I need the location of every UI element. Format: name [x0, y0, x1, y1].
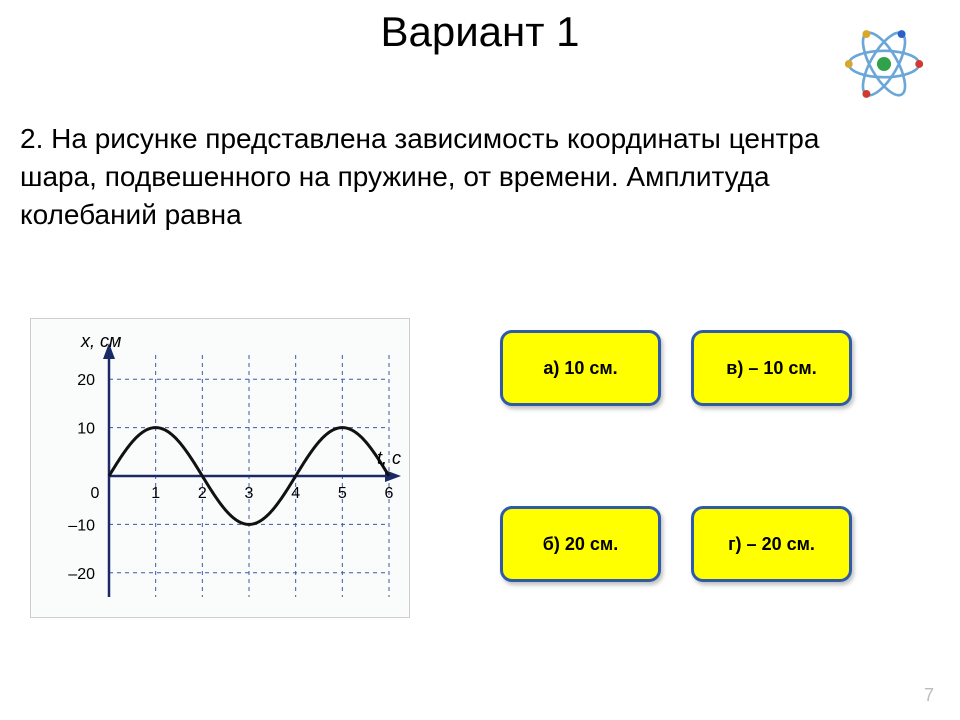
answer-grid: а) 10 см. в) – 10 см. б) 20 см. г) – 20 … — [500, 330, 900, 682]
page-title: Вариант 1 — [0, 8, 960, 56]
svg-text:2: 2 — [198, 485, 207, 502]
answer-option-v[interactable]: в) – 10 см. — [691, 330, 852, 406]
svg-text:4: 4 — [291, 485, 300, 502]
svg-text:1: 1 — [151, 485, 160, 502]
svg-text:–10: –10 — [68, 517, 95, 534]
svg-text:x, см: x, см — [80, 331, 121, 351]
svg-text:0: 0 — [91, 485, 100, 502]
answer-option-b[interactable]: б) 20 см. — [500, 506, 661, 582]
svg-text:10: 10 — [77, 421, 95, 438]
page-number: 7 — [924, 685, 934, 706]
svg-text:20: 20 — [77, 372, 95, 389]
oscillation-chart: 1 2 3 4 5 6 –20 –10 10 20 0 x, см t, с — [30, 318, 410, 618]
svg-text:–20: –20 — [68, 566, 95, 583]
svg-text:5: 5 — [338, 485, 347, 502]
answer-option-g[interactable]: г) – 20 см. — [691, 506, 852, 582]
answer-option-a[interactable]: а) 10 см. — [500, 330, 661, 406]
svg-text:3: 3 — [245, 485, 254, 502]
question-text: 2. На рисунке представлена зависимость к… — [20, 120, 900, 233]
atom-icon — [840, 20, 928, 108]
svg-text:t, с: t, с — [377, 448, 401, 468]
svg-text:6: 6 — [385, 485, 394, 502]
